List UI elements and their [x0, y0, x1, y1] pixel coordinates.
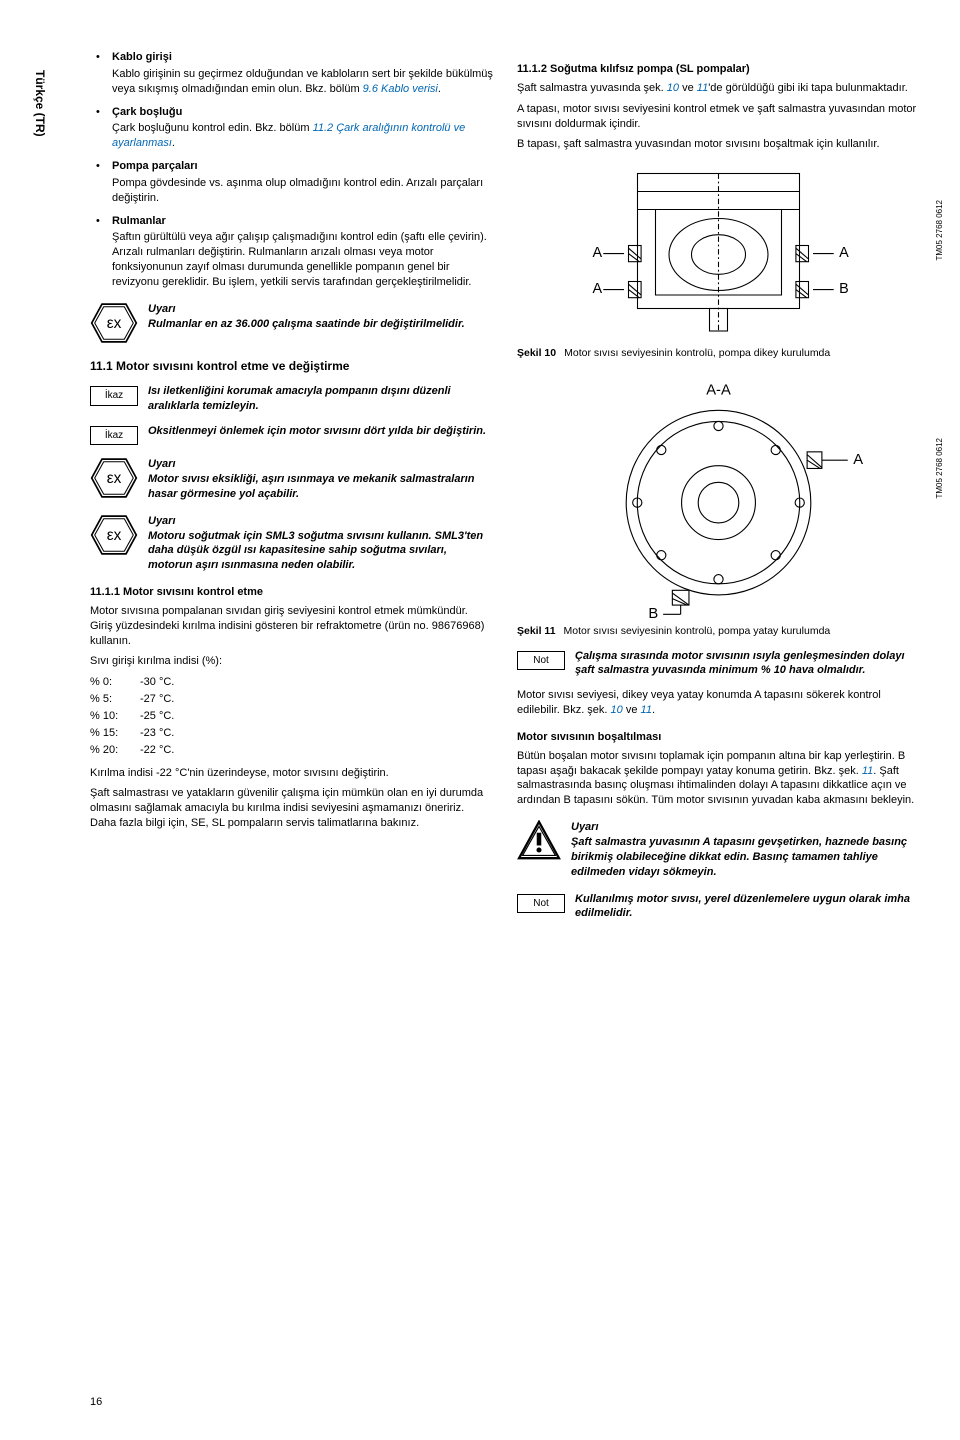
ex-icon: εx [90, 302, 138, 344]
ex-icon: εx [90, 514, 138, 556]
language-tab: Türkçe (TR) [32, 70, 48, 137]
ikaz-badge: İkaz [90, 426, 138, 446]
ex-warning-block: εx Uyarı Motor sıvısı eksikliği, aşırı ı… [90, 457, 493, 502]
not-badge: Not [517, 894, 565, 914]
caution-block: İkaz Oksitlenmeyi önlemek için motor sıv… [90, 424, 493, 446]
bullet-body: Kablo girişinin su geçirmez olduğundan v… [112, 67, 493, 97]
label-aa: A-A [706, 383, 731, 399]
warning-text: Uyarı Rulmanlar en az 36.000 çalışma saa… [148, 302, 465, 332]
list-item: Çark boşluğu Çark boşluğunu kontrol edin… [102, 105, 493, 152]
figure-caption: Şekil 11 Motor sıvısı seviyesinin kontro… [517, 624, 920, 638]
figure-link[interactable]: 11 [641, 704, 652, 716]
refraction-row: % 15:-23 °C. [90, 726, 493, 741]
refraction-row: % 20:-22 °C. [90, 743, 493, 758]
subsection-heading: Motor sıvısının boşaltılması [517, 730, 920, 745]
warning-block: Uyarı Şaft salmastra yuvasının A tapasın… [517, 820, 920, 879]
page-number: 16 [90, 1395, 102, 1410]
caution-text: Oksitlenmeyi önlemek için motor sıvısını… [148, 424, 486, 439]
refraction-row: % 10:-25 °C. [90, 709, 493, 724]
figure-ref-code: TM05 2768 0612 [935, 200, 946, 261]
bullet-title: Pompa parçaları [112, 160, 198, 172]
left-column: Kablo girişi Kablo girişinin su geçirmez… [90, 50, 493, 931]
refraction-list: % 0:-30 °C. % 5:-27 °C. % 10:-25 °C. % 15:-… [90, 675, 493, 757]
right-column: 11.1.2 Soğutma kılıfsız pompa (SL pompal… [517, 50, 920, 931]
figure-link[interactable]: 10 [667, 82, 679, 94]
note-text: Kullanılmış motor sıvısı, yerel düzenlem… [575, 892, 920, 922]
bullet-body: Şaftın gürültülü veya ağır çalışıp çalış… [112, 230, 493, 289]
list-item: Kablo girişi Kablo girişinin su geçirmez… [102, 50, 493, 97]
label-a: A [853, 452, 863, 468]
note-block: Not Kullanılmış motor sıvısı, yerel düze… [517, 892, 920, 922]
figure-link[interactable]: 11 [862, 765, 873, 777]
warning-text: Uyarı Motoru soğutmak için SML3 soğutma … [148, 514, 493, 573]
refraction-row: % 0:-30 °C. [90, 675, 493, 690]
caution-block: İkaz Isı iletkenliğini korumak amacıyla … [90, 384, 493, 414]
figure-link[interactable]: 11 [697, 82, 708, 94]
paragraph: Şaft salmastrası ve yatakların güvenilir… [90, 786, 493, 831]
label-a: A [593, 281, 603, 297]
pump-diagram-horizontal: A-A [517, 378, 920, 618]
bullet-body: Pompa gövdesinde vs. aşınma olup olmadığ… [112, 176, 493, 206]
warning-text: Uyarı Motor sıvısı eksikliği, aşırı ısın… [148, 457, 493, 502]
paragraph: Motor sıvısına pompalanan sıvıdan giriş … [90, 604, 493, 649]
warning-text: Uyarı Şaft salmastra yuvasının A tapasın… [571, 820, 920, 879]
section-heading: 11.1 Motor sıvısını kontrol etme ve deği… [90, 358, 493, 374]
caution-text: Isı iletkenliğini korumak amacıyla pompa… [148, 384, 493, 414]
note-block: Not Çalışma sırasında motor sıvısının ıs… [517, 649, 920, 679]
not-badge: Not [517, 651, 565, 671]
pump-diagram-vertical: A A A B [517, 160, 920, 340]
label-b: B [839, 281, 849, 297]
bullet-title: Rulmanlar [112, 215, 166, 227]
figure-caption: Şekil 10 Motor sıvısı seviyesinin kontro… [517, 346, 920, 360]
label-a: A [839, 245, 849, 261]
refraction-row: % 5:-27 °C. [90, 692, 493, 707]
ex-icon: εx [90, 457, 138, 499]
svg-text:εx: εx [107, 527, 122, 544]
paragraph: Motor sıvısı seviyesi, dikey veya yatay … [517, 688, 920, 718]
bullet-title: Çark boşluğu [112, 106, 182, 118]
ikaz-badge: İkaz [90, 386, 138, 406]
warning-triangle-icon [517, 820, 561, 860]
subsection-heading: 11.1.1 Motor sıvısını kontrol etme [90, 585, 493, 600]
subsection-heading: 11.1.2 Soğutma kılıfsız pompa (SL pompal… [517, 62, 920, 77]
ex-warning-block: εx Uyarı Motoru soğutmak için SML3 soğut… [90, 514, 493, 573]
paragraph: B tapası, şaft salmastra yuvasından moto… [517, 137, 920, 152]
label-b: B [648, 606, 658, 618]
figure-ref-code: TM05 2768 0612 [935, 438, 946, 499]
bullet-list: Kablo girişi Kablo girişinin su geçirmez… [90, 50, 493, 290]
ex-warning-block: εx Uyarı Rulmanlar en az 36.000 çalışma … [90, 302, 493, 344]
bullet-title: Kablo girişi [112, 51, 172, 63]
paragraph: A tapası, motor sıvısı seviyesini kontro… [517, 102, 920, 132]
figure-11: TM05 2768 0612 A-A [517, 378, 920, 618]
list-item: Rulmanlar Şaftın gürültülü veya ağır çal… [102, 214, 493, 290]
bullet-body: Çark boşluğunu kontrol edin. Bkz. bölüm … [112, 121, 493, 151]
list-item: Pompa parçaları Pompa gövdesinde vs. aşı… [102, 159, 493, 206]
paragraph: Sıvı girişi kırılma indisi (%): [90, 654, 493, 669]
svg-text:εx: εx [107, 470, 122, 487]
note-text: Çalışma sırasında motor sıvısının ısıyla… [575, 649, 920, 679]
paragraph: Şaft salmastra yuvasında şek. 10 ve 11'd… [517, 81, 920, 96]
figure-10: TM05 2768 0612 [517, 160, 920, 340]
label-a: A [593, 245, 603, 261]
paragraph: Kırılma indisi -22 °C'nin üzerindeyse, m… [90, 766, 493, 781]
reference-link[interactable]: 9.6 Kablo verisi [363, 83, 438, 95]
paragraph: Bütün boşalan motor sıvısını toplamak iç… [517, 749, 920, 808]
figure-link[interactable]: 10 [611, 704, 623, 716]
svg-text:εx: εx [107, 315, 122, 332]
